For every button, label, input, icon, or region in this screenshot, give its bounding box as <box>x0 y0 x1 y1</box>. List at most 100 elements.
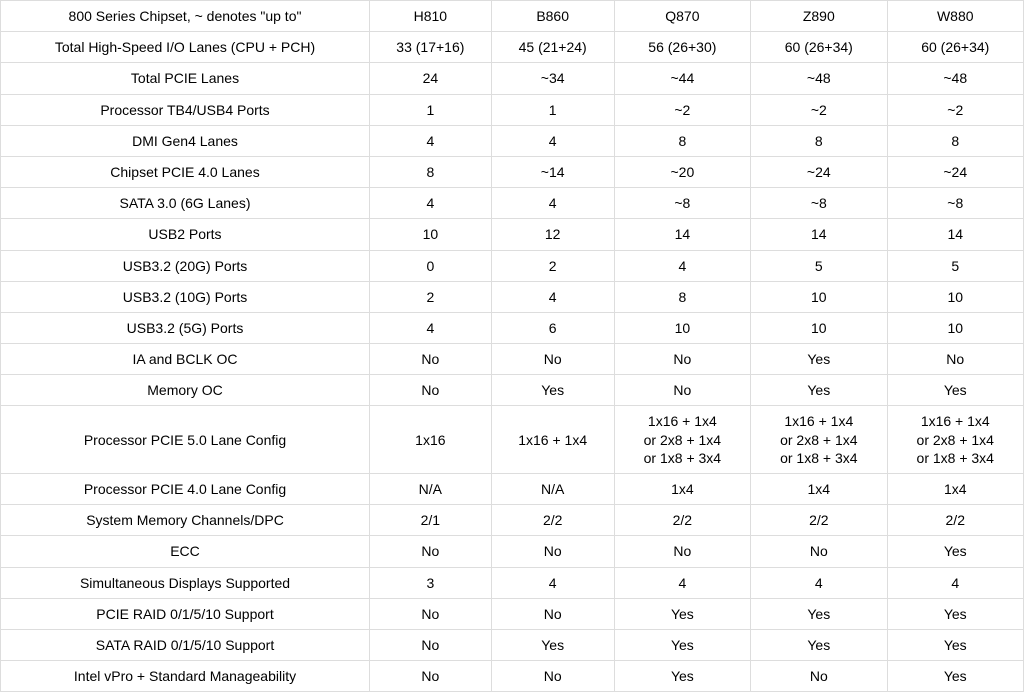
cell: No <box>491 598 614 629</box>
cell: 1x16 + 1x4 or 2x8 + 1x4 or 1x8 + 3x4 <box>887 406 1023 474</box>
cell: 10 <box>751 281 887 312</box>
cell: ~8 <box>751 188 887 219</box>
row-label: Intel vPro + Standard Manageability <box>1 661 370 692</box>
cell: 4 <box>491 567 614 598</box>
cell: 5 <box>887 250 1023 281</box>
cell: 1 <box>491 94 614 125</box>
cell: 2/2 <box>751 505 887 536</box>
cell: 1x16 + 1x4 or 2x8 + 1x4 or 1x8 + 3x4 <box>614 406 750 474</box>
cell: 45 (21+24) <box>491 32 614 63</box>
table-row: Intel vPro + Standard ManageabilityNoNoY… <box>1 661 1024 692</box>
cell: No <box>491 661 614 692</box>
col-header-w880: W880 <box>887 1 1023 32</box>
cell: 14 <box>751 219 887 250</box>
table-row: Simultaneous Displays Supported34444 <box>1 567 1024 598</box>
row-label: USB3.2 (10G) Ports <box>1 281 370 312</box>
cell: 14 <box>887 219 1023 250</box>
table-row: SATA RAID 0/1/5/10 SupportNoYesYesYesYes <box>1 629 1024 660</box>
row-label: Simultaneous Displays Supported <box>1 567 370 598</box>
table-row: Total High-Speed I/O Lanes (CPU + PCH)33… <box>1 32 1024 63</box>
cell: 2/2 <box>887 505 1023 536</box>
cell: 33 (17+16) <box>370 32 492 63</box>
cell: ~2 <box>751 94 887 125</box>
cell: 60 (26+34) <box>751 32 887 63</box>
cell: 2/1 <box>370 505 492 536</box>
cell: N/A <box>370 474 492 505</box>
cell: 2/2 <box>491 505 614 536</box>
cell: ~2 <box>614 94 750 125</box>
cell: No <box>370 661 492 692</box>
row-label: ECC <box>1 536 370 567</box>
cell: 6 <box>491 312 614 343</box>
cell: No <box>614 375 750 406</box>
col-header-label: 800 Series Chipset, ~ denotes "up to" <box>1 1 370 32</box>
cell: Yes <box>887 629 1023 660</box>
cell: 8 <box>614 125 750 156</box>
cell: Yes <box>614 661 750 692</box>
cell: 2/2 <box>614 505 750 536</box>
cell: ~8 <box>614 188 750 219</box>
row-label: Processor PCIE 4.0 Lane Config <box>1 474 370 505</box>
table-row: Processor TB4/USB4 Ports11~2~2~2 <box>1 94 1024 125</box>
cell: 1x4 <box>614 474 750 505</box>
col-header-b860: B860 <box>491 1 614 32</box>
cell: 10 <box>370 219 492 250</box>
table-row: USB2 Ports1012141414 <box>1 219 1024 250</box>
cell: 5 <box>751 250 887 281</box>
cell: 2 <box>370 281 492 312</box>
cell: ~8 <box>887 188 1023 219</box>
row-label: DMI Gen4 Lanes <box>1 125 370 156</box>
cell: N/A <box>491 474 614 505</box>
table-row: Processor PCIE 5.0 Lane Config1x161x16 +… <box>1 406 1024 474</box>
cell: 0 <box>370 250 492 281</box>
cell: 4 <box>751 567 887 598</box>
cell: 8 <box>751 125 887 156</box>
table-row: USB3.2 (5G) Ports46101010 <box>1 312 1024 343</box>
table-body: Total High-Speed I/O Lanes (CPU + PCH)33… <box>1 32 1024 692</box>
col-header-h810: H810 <box>370 1 492 32</box>
table-row: DMI Gen4 Lanes44888 <box>1 125 1024 156</box>
table-row: Chipset PCIE 4.0 Lanes8~14~20~24~24 <box>1 156 1024 187</box>
cell: ~44 <box>614 63 750 94</box>
row-label: Chipset PCIE 4.0 Lanes <box>1 156 370 187</box>
cell: ~24 <box>887 156 1023 187</box>
table-row: PCIE RAID 0/1/5/10 SupportNoNoYesYesYes <box>1 598 1024 629</box>
cell: No <box>491 536 614 567</box>
cell: No <box>370 598 492 629</box>
cell: 4 <box>491 188 614 219</box>
row-label: Memory OC <box>1 375 370 406</box>
cell: ~34 <box>491 63 614 94</box>
cell: ~48 <box>887 63 1023 94</box>
cell: 60 (26+34) <box>887 32 1023 63</box>
cell: 4 <box>614 567 750 598</box>
cell: 4 <box>370 312 492 343</box>
cell: 8 <box>614 281 750 312</box>
cell: 4 <box>491 281 614 312</box>
row-label: PCIE RAID 0/1/5/10 Support <box>1 598 370 629</box>
cell: 24 <box>370 63 492 94</box>
row-label: System Memory Channels/DPC <box>1 505 370 536</box>
cell: 14 <box>614 219 750 250</box>
cell: 12 <box>491 219 614 250</box>
cell: No <box>614 536 750 567</box>
row-label: USB3.2 (20G) Ports <box>1 250 370 281</box>
cell: Yes <box>887 598 1023 629</box>
table-row: SATA 3.0 (6G Lanes)44~8~8~8 <box>1 188 1024 219</box>
cell: Yes <box>751 629 887 660</box>
table-row: USB3.2 (20G) Ports02455 <box>1 250 1024 281</box>
cell: 56 (26+30) <box>614 32 750 63</box>
table-row: USB3.2 (10G) Ports2481010 <box>1 281 1024 312</box>
cell: No <box>751 536 887 567</box>
cell: Yes <box>751 598 887 629</box>
cell: Yes <box>614 629 750 660</box>
table-row: Total PCIE Lanes24~34~44~48~48 <box>1 63 1024 94</box>
cell: 4 <box>370 125 492 156</box>
cell: 3 <box>370 567 492 598</box>
chipset-table-container: 800 Series Chipset, ~ denotes "up to" H8… <box>0 0 1024 692</box>
row-label: SATA RAID 0/1/5/10 Support <box>1 629 370 660</box>
cell: ~24 <box>751 156 887 187</box>
cell: Yes <box>751 344 887 375</box>
cell: 4 <box>887 567 1023 598</box>
cell: Yes <box>491 629 614 660</box>
cell: Yes <box>887 661 1023 692</box>
